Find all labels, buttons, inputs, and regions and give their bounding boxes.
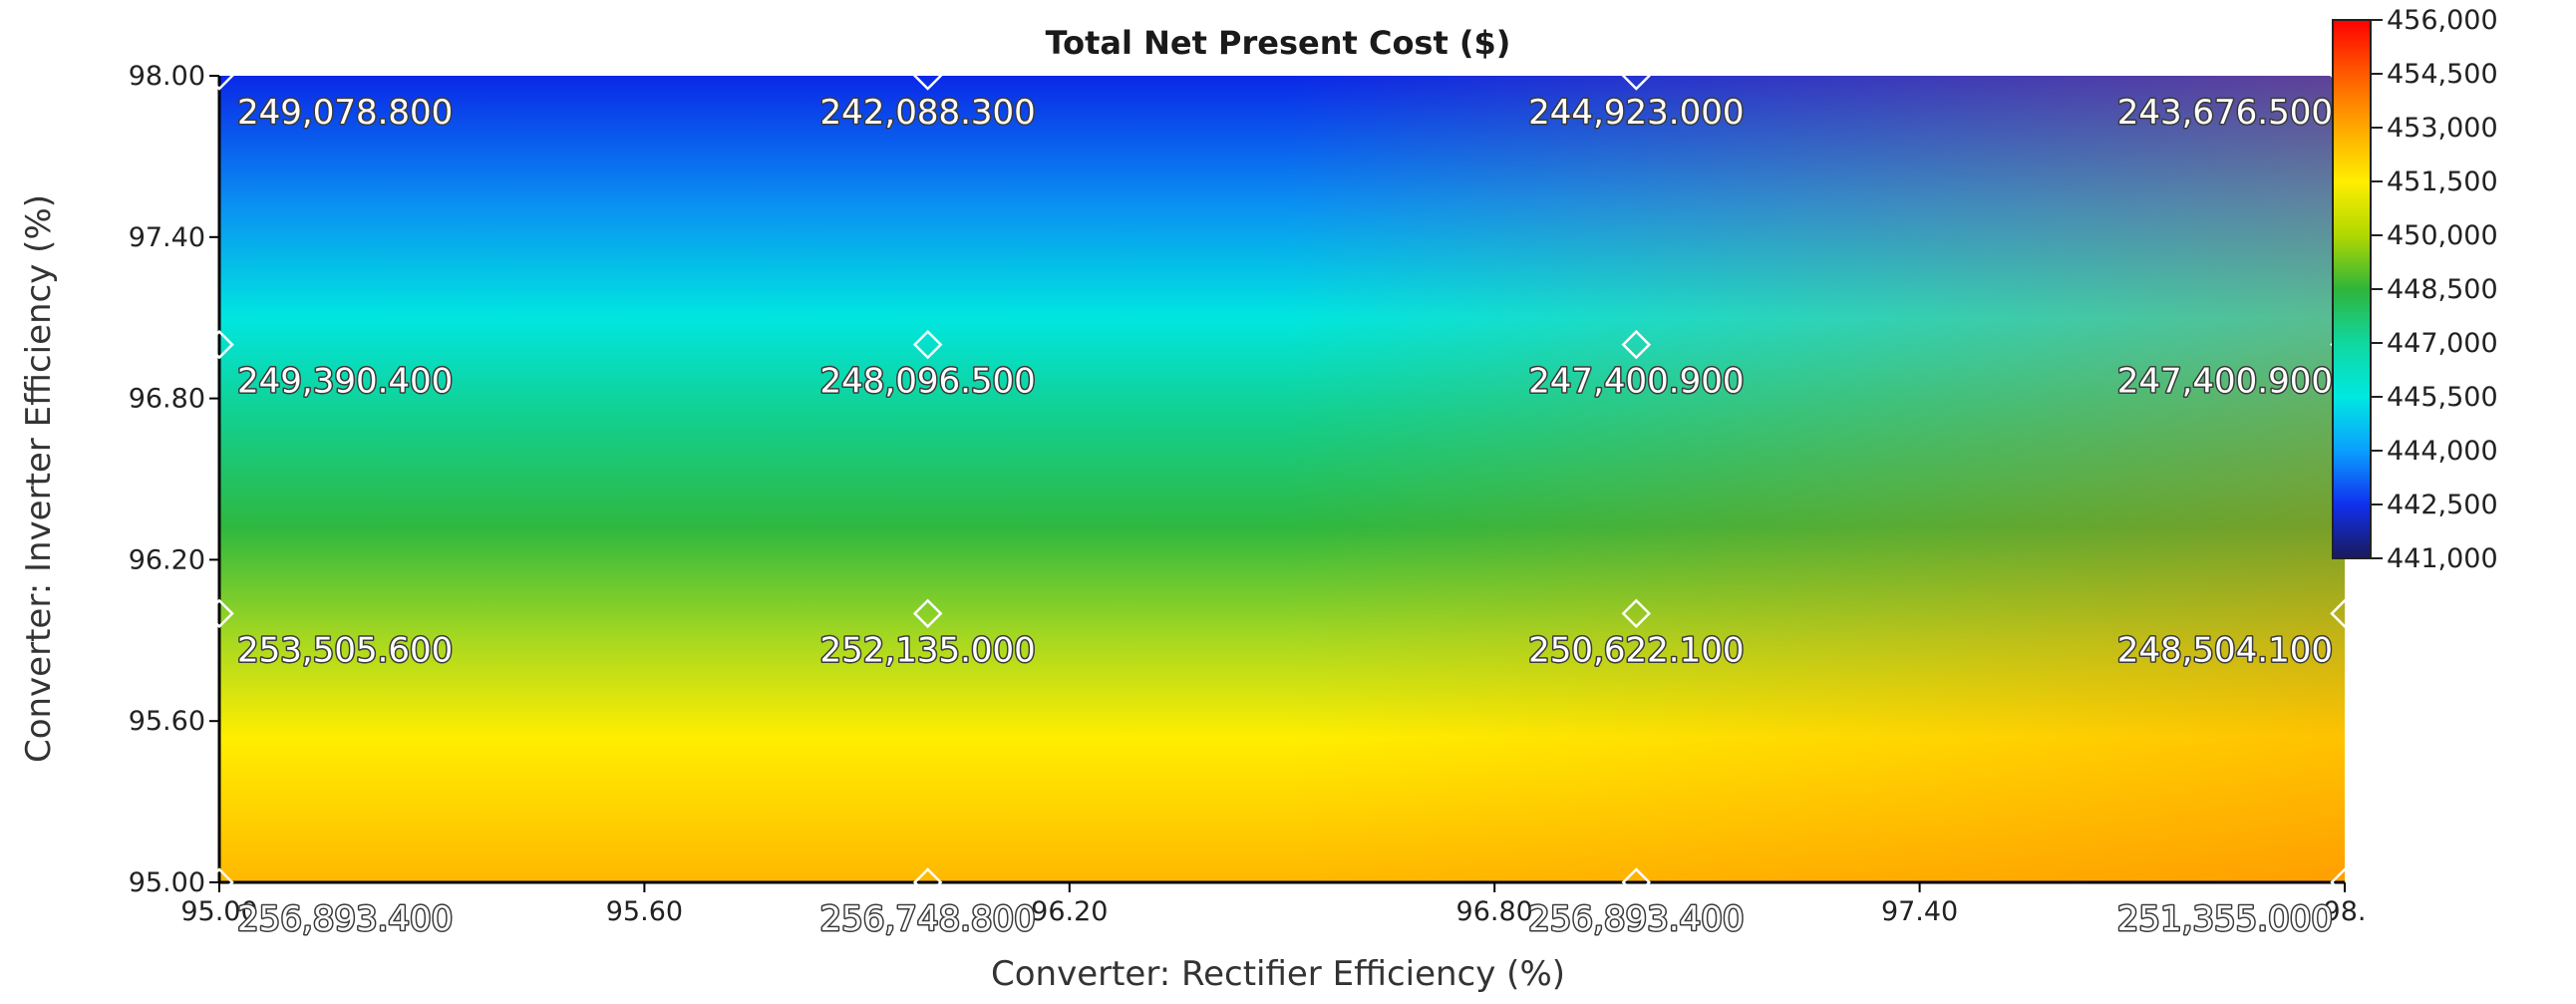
x-tick-label: 95.00 bbox=[180, 896, 257, 927]
x-axis-label: Converter: Rectifier Efficiency (%) bbox=[991, 954, 1565, 994]
y-tick-label: 96.20 bbox=[129, 544, 205, 575]
data-point-label: 248,504.100 bbox=[2117, 630, 2333, 670]
x-tick-label: 95.60 bbox=[606, 896, 683, 927]
colorbar-tick-label: 453,000 bbox=[2387, 113, 2498, 144]
data-point-marker bbox=[1621, 598, 1652, 629]
data-point-marker bbox=[204, 598, 234, 629]
x-axis-ticks: 95.00 95.60 96.20 96.80 97.40 98. bbox=[180, 882, 2366, 927]
y-tick-label: 95.60 bbox=[129, 706, 205, 737]
colorbar-tick-label: 448,500 bbox=[2387, 274, 2498, 305]
data-point-label: 242,088.300 bbox=[820, 93, 1036, 133]
data-point-label: 250,622.100 bbox=[1528, 630, 1744, 670]
colorbar-tick-label: 445,500 bbox=[2387, 382, 2498, 413]
data-point-marker bbox=[1621, 329, 1652, 360]
data-point-label: 247,400.900 bbox=[2117, 362, 2333, 402]
colorbar-tick-label: 451,500 bbox=[2387, 167, 2498, 197]
y-axis-label: Converter: Inverter Efficiency (%) bbox=[19, 194, 59, 763]
colorbar-tick-label: 444,000 bbox=[2387, 436, 2498, 467]
data-point-label: 253,505.600 bbox=[237, 630, 453, 670]
data-point-marker bbox=[204, 61, 234, 91]
data-point-label: 256,748.800 bbox=[820, 899, 1036, 939]
data-point-marker bbox=[1621, 867, 1652, 897]
data-points: 249,078.800 242,088.300 244,923.000 243,676… bbox=[204, 61, 2360, 941]
data-point-marker bbox=[1621, 61, 1652, 91]
colorbar-tick-label: 450,000 bbox=[2387, 220, 2498, 251]
colorbar-ticks: 456,000 454,500 453,000 451,500 450,000 448,5… bbox=[2371, 5, 2498, 574]
chart-title: Total Net Present Cost ($) bbox=[1046, 24, 1511, 62]
data-point-label: 249,078.800 bbox=[237, 93, 453, 133]
heatmap-surface-shading bbox=[219, 76, 2345, 882]
data-point-label: 251,355.000 bbox=[2117, 899, 2333, 939]
x-tick-label: 97.40 bbox=[1881, 896, 1958, 927]
data-point-label: 252,135.000 bbox=[820, 630, 1036, 670]
data-point-marker bbox=[204, 867, 234, 897]
data-point-label: 256,893.400 bbox=[237, 899, 453, 939]
data-point-label: 243,676.500 bbox=[2117, 93, 2333, 133]
colorbar bbox=[2332, 19, 2372, 559]
colorbar-tick-label: 441,000 bbox=[2387, 543, 2498, 574]
data-point-label: 247,400.900 bbox=[1528, 362, 1744, 402]
data-point-marker bbox=[912, 61, 943, 91]
colorbar-tick-label: 456,000 bbox=[2387, 5, 2498, 36]
data-point-marker bbox=[2330, 598, 2360, 629]
y-tick-label: 96.80 bbox=[129, 384, 205, 415]
y-tick-label: 98.00 bbox=[129, 61, 205, 92]
data-point-label: 244,923.000 bbox=[1528, 93, 1744, 133]
data-point-marker bbox=[2330, 867, 2360, 897]
colorbar-tick-label: 442,500 bbox=[2387, 490, 2498, 520]
y-tick-label: 97.40 bbox=[129, 222, 205, 253]
data-point-label: 256,893.400 bbox=[1528, 899, 1744, 939]
y-axis-ticks: 98.00 97.40 96.80 96.20 95.60 95.00 bbox=[129, 61, 219, 898]
data-point-marker bbox=[204, 329, 234, 360]
colorbar-tick-label: 454,500 bbox=[2387, 59, 2498, 90]
x-tick-label: 96.80 bbox=[1456, 896, 1533, 927]
data-point-marker bbox=[912, 867, 943, 897]
data-point-marker bbox=[912, 598, 943, 629]
data-point-label: 249,390.400 bbox=[237, 362, 453, 402]
data-point-marker bbox=[912, 329, 943, 360]
data-point-label: 248,096.500 bbox=[820, 362, 1036, 402]
colorbar-tick-label: 447,000 bbox=[2387, 328, 2498, 359]
x-tick-label: 96.20 bbox=[1031, 896, 1108, 927]
y-tick-label: 95.00 bbox=[129, 867, 205, 898]
x-tick-label: 98. bbox=[2324, 896, 2367, 927]
